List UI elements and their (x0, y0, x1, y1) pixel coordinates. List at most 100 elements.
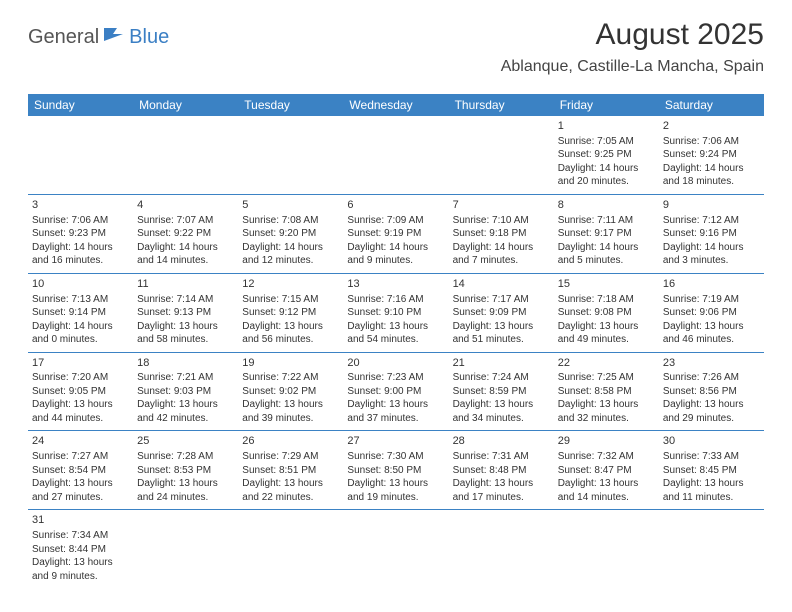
day-number: 11 (137, 277, 234, 292)
daylight-text: Daylight: 13 hours (453, 320, 550, 334)
calendar-cell-empty (554, 510, 659, 588)
sunset-text: Sunset: 9:09 PM (453, 306, 550, 320)
daylight-text: Daylight: 14 hours (347, 241, 444, 255)
daylight-text: and 42 minutes. (137, 412, 234, 426)
daylight-text: Daylight: 13 hours (32, 398, 129, 412)
title-block: August 2025 Ablanque, Castille-La Mancha… (501, 18, 764, 76)
sunrise-text: Sunrise: 7:27 AM (32, 450, 129, 464)
sunset-text: Sunset: 9:06 PM (663, 306, 760, 320)
calendar-cell: 13Sunrise: 7:16 AMSunset: 9:10 PMDayligh… (343, 274, 448, 352)
calendar-cell: 4Sunrise: 7:07 AMSunset: 9:22 PMDaylight… (133, 195, 238, 273)
sunrise-text: Sunrise: 7:17 AM (453, 293, 550, 307)
daylight-text: Daylight: 13 hours (137, 320, 234, 334)
day-number: 4 (137, 198, 234, 213)
daylight-text: Daylight: 13 hours (137, 398, 234, 412)
day-number: 1 (558, 119, 655, 134)
sunrise-text: Sunrise: 7:30 AM (347, 450, 444, 464)
daylight-text: and 34 minutes. (453, 412, 550, 426)
day-number: 10 (32, 277, 129, 292)
month-title: August 2025 (501, 18, 764, 52)
logo-text-blue: Blue (129, 26, 169, 49)
day-number: 30 (663, 434, 760, 449)
day-header: Tuesday (238, 94, 343, 116)
daylight-text: Daylight: 13 hours (558, 398, 655, 412)
daylight-text: and 17 minutes. (453, 491, 550, 505)
daylight-text: and 19 minutes. (347, 491, 444, 505)
sunset-text: Sunset: 9:03 PM (137, 385, 234, 399)
daylight-text: Daylight: 13 hours (558, 320, 655, 334)
sunset-text: Sunset: 9:25 PM (558, 148, 655, 162)
sunset-text: Sunset: 9:23 PM (32, 227, 129, 241)
sunrise-text: Sunrise: 7:34 AM (32, 529, 129, 543)
calendar-week: 10Sunrise: 7:13 AMSunset: 9:14 PMDayligh… (28, 274, 764, 353)
day-header-row: SundayMondayTuesdayWednesdayThursdayFrid… (28, 94, 764, 116)
calendar-week: 17Sunrise: 7:20 AMSunset: 9:05 PMDayligh… (28, 353, 764, 432)
sunrise-text: Sunrise: 7:24 AM (453, 371, 550, 385)
calendar-cell-empty (449, 510, 554, 588)
daylight-text: Daylight: 14 hours (558, 241, 655, 255)
calendar-cell-empty (238, 116, 343, 194)
calendar-cell: 15Sunrise: 7:18 AMSunset: 9:08 PMDayligh… (554, 274, 659, 352)
sunrise-text: Sunrise: 7:13 AM (32, 293, 129, 307)
day-number: 13 (347, 277, 444, 292)
daylight-text: Daylight: 14 hours (242, 241, 339, 255)
calendar-week: 3Sunrise: 7:06 AMSunset: 9:23 PMDaylight… (28, 195, 764, 274)
daylight-text: Daylight: 13 hours (347, 477, 444, 491)
sunrise-text: Sunrise: 7:09 AM (347, 214, 444, 228)
daylight-text: and 14 minutes. (558, 491, 655, 505)
day-number: 18 (137, 356, 234, 371)
sunset-text: Sunset: 8:53 PM (137, 464, 234, 478)
sunset-text: Sunset: 8:54 PM (32, 464, 129, 478)
sunset-text: Sunset: 9:12 PM (242, 306, 339, 320)
sunset-text: Sunset: 9:18 PM (453, 227, 550, 241)
daylight-text: and 49 minutes. (558, 333, 655, 347)
daylight-text: Daylight: 13 hours (663, 398, 760, 412)
day-number: 20 (347, 356, 444, 371)
calendar-cell: 20Sunrise: 7:23 AMSunset: 9:00 PMDayligh… (343, 353, 448, 431)
calendar: SundayMondayTuesdayWednesdayThursdayFrid… (28, 94, 764, 588)
sunset-text: Sunset: 8:50 PM (347, 464, 444, 478)
calendar-week: 1Sunrise: 7:05 AMSunset: 9:25 PMDaylight… (28, 116, 764, 195)
day-number: 7 (453, 198, 550, 213)
daylight-text: and 11 minutes. (663, 491, 760, 505)
sunset-text: Sunset: 9:00 PM (347, 385, 444, 399)
daylight-text: and 56 minutes. (242, 333, 339, 347)
day-header: Wednesday (343, 94, 448, 116)
calendar-cell: 28Sunrise: 7:31 AMSunset: 8:48 PMDayligh… (449, 431, 554, 509)
daylight-text: Daylight: 13 hours (242, 398, 339, 412)
calendar-cell: 24Sunrise: 7:27 AMSunset: 8:54 PMDayligh… (28, 431, 133, 509)
flag-icon (103, 26, 125, 49)
daylight-text: Daylight: 13 hours (32, 556, 129, 570)
sunset-text: Sunset: 8:45 PM (663, 464, 760, 478)
daylight-text: and 44 minutes. (32, 412, 129, 426)
sunset-text: Sunset: 9:20 PM (242, 227, 339, 241)
calendar-cell-empty (133, 510, 238, 588)
calendar-cell: 21Sunrise: 7:24 AMSunset: 8:59 PMDayligh… (449, 353, 554, 431)
sunrise-text: Sunrise: 7:11 AM (558, 214, 655, 228)
calendar-cell: 14Sunrise: 7:17 AMSunset: 9:09 PMDayligh… (449, 274, 554, 352)
calendar-cell: 2Sunrise: 7:06 AMSunset: 9:24 PMDaylight… (659, 116, 764, 194)
sunset-text: Sunset: 9:10 PM (347, 306, 444, 320)
daylight-text: Daylight: 13 hours (137, 477, 234, 491)
logo-text-general: General (28, 26, 99, 49)
calendar-cell: 11Sunrise: 7:14 AMSunset: 9:13 PMDayligh… (133, 274, 238, 352)
sunrise-text: Sunrise: 7:14 AM (137, 293, 234, 307)
day-number: 8 (558, 198, 655, 213)
sunrise-text: Sunrise: 7:15 AM (242, 293, 339, 307)
day-number: 15 (558, 277, 655, 292)
sunset-text: Sunset: 9:17 PM (558, 227, 655, 241)
calendar-cell: 22Sunrise: 7:25 AMSunset: 8:58 PMDayligh… (554, 353, 659, 431)
calendar-week: 24Sunrise: 7:27 AMSunset: 8:54 PMDayligh… (28, 431, 764, 510)
calendar-cell-empty (238, 510, 343, 588)
sunset-text: Sunset: 9:02 PM (242, 385, 339, 399)
daylight-text: and 51 minutes. (453, 333, 550, 347)
location-subtitle: Ablanque, Castille-La Mancha, Spain (501, 58, 764, 76)
sunrise-text: Sunrise: 7:06 AM (663, 135, 760, 149)
calendar-cell: 12Sunrise: 7:15 AMSunset: 9:12 PMDayligh… (238, 274, 343, 352)
calendar-cell: 17Sunrise: 7:20 AMSunset: 9:05 PMDayligh… (28, 353, 133, 431)
calendar-cell: 27Sunrise: 7:30 AMSunset: 8:50 PMDayligh… (343, 431, 448, 509)
sunset-text: Sunset: 8:44 PM (32, 543, 129, 557)
calendar-cell: 16Sunrise: 7:19 AMSunset: 9:06 PMDayligh… (659, 274, 764, 352)
sunrise-text: Sunrise: 7:28 AM (137, 450, 234, 464)
calendar-cell: 25Sunrise: 7:28 AMSunset: 8:53 PMDayligh… (133, 431, 238, 509)
